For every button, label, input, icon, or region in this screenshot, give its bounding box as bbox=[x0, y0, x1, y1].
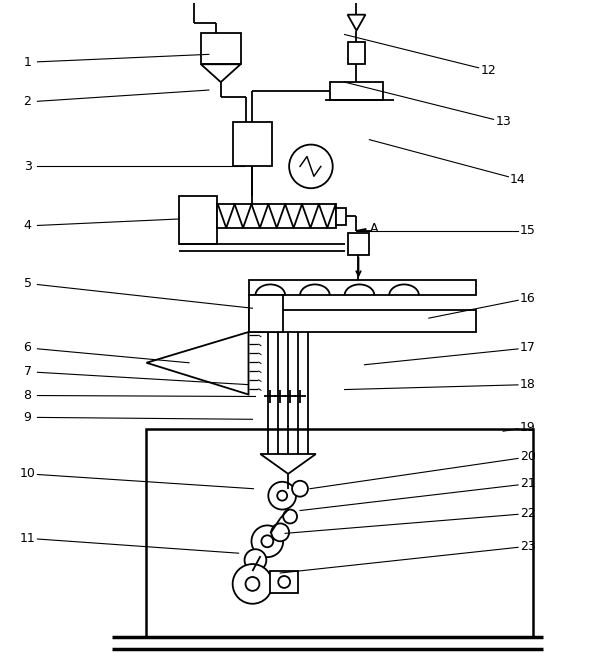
Circle shape bbox=[289, 144, 333, 189]
Circle shape bbox=[271, 523, 289, 541]
Bar bbox=[179, 196, 217, 244]
Circle shape bbox=[278, 576, 290, 588]
Bar bbox=[233, 121, 272, 166]
Bar bbox=[348, 42, 365, 64]
Text: 18: 18 bbox=[520, 378, 536, 391]
Circle shape bbox=[283, 509, 297, 523]
Circle shape bbox=[246, 577, 260, 591]
Text: 1: 1 bbox=[24, 56, 31, 69]
Circle shape bbox=[244, 550, 266, 571]
Text: 21: 21 bbox=[520, 477, 536, 491]
Text: 22: 22 bbox=[520, 507, 536, 520]
Polygon shape bbox=[201, 64, 241, 82]
Polygon shape bbox=[348, 15, 365, 31]
Circle shape bbox=[261, 535, 273, 548]
Text: 15: 15 bbox=[520, 224, 536, 238]
Text: 6: 6 bbox=[24, 342, 31, 354]
Text: 20: 20 bbox=[520, 450, 536, 464]
Bar bbox=[348, 233, 370, 255]
Text: 16: 16 bbox=[520, 292, 536, 305]
Bar bbox=[336, 208, 345, 225]
Bar bbox=[249, 310, 476, 332]
Bar bbox=[201, 32, 241, 64]
Text: 11: 11 bbox=[20, 532, 36, 545]
Text: 13: 13 bbox=[495, 115, 511, 128]
Bar bbox=[217, 204, 336, 228]
Text: A: A bbox=[370, 222, 379, 236]
Text: 12: 12 bbox=[480, 64, 496, 76]
Circle shape bbox=[252, 525, 283, 557]
Text: 10: 10 bbox=[19, 467, 36, 480]
Text: 19: 19 bbox=[520, 421, 536, 433]
Circle shape bbox=[277, 491, 287, 501]
Polygon shape bbox=[146, 332, 249, 395]
Text: 7: 7 bbox=[24, 365, 31, 378]
Text: 3: 3 bbox=[24, 160, 31, 173]
Text: 8: 8 bbox=[24, 389, 31, 402]
Text: 9: 9 bbox=[24, 411, 31, 424]
Bar bbox=[330, 82, 383, 100]
Circle shape bbox=[233, 564, 272, 604]
Text: 5: 5 bbox=[24, 277, 31, 290]
Text: 23: 23 bbox=[520, 539, 536, 553]
Text: 4: 4 bbox=[24, 219, 31, 232]
Text: 2: 2 bbox=[24, 95, 31, 109]
Bar bbox=[249, 280, 476, 295]
Bar bbox=[146, 429, 533, 637]
Text: 17: 17 bbox=[520, 342, 536, 354]
Circle shape bbox=[292, 481, 308, 497]
Bar bbox=[270, 571, 298, 593]
Text: 14: 14 bbox=[510, 173, 526, 186]
Circle shape bbox=[268, 482, 296, 509]
Bar bbox=[249, 295, 283, 332]
